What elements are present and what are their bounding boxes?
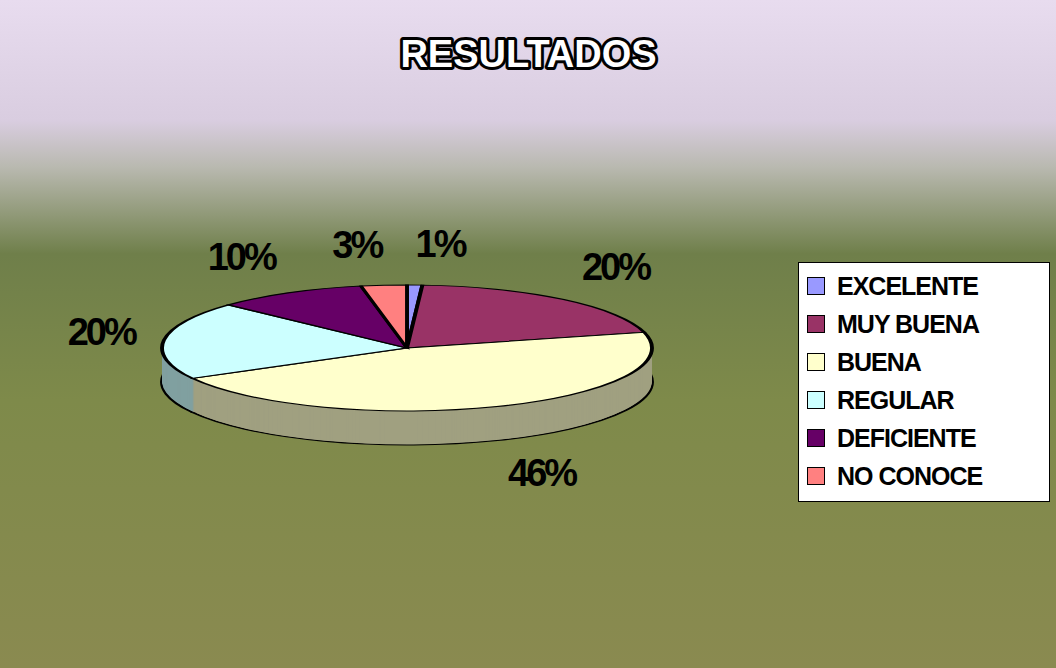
- html-text:BUENA: BUENA: [837, 347, 921, 376]
- svg-text:3%: 3%: [332, 224, 383, 266]
- html-text:MUY BUENA: MUY BUENA: [837, 309, 979, 338]
- svg-text:1%: 1%: [416, 223, 467, 265]
- svg-text:20%: 20%: [582, 246, 651, 288]
- html-text:REGULAR: REGULAR: [837, 385, 954, 414]
- html-text:NO CONOCE: NO CONOCE: [837, 461, 983, 490]
- svg-text:46%: 46%: [508, 452, 577, 494]
- svg-text:20%: 20%: [68, 311, 137, 353]
- html-text:DEFICIENTE: DEFICIENTE: [837, 423, 976, 452]
- svg-text:RESULTADOS: RESULTADOS: [400, 33, 656, 75]
- svg-text:10%: 10%: [208, 236, 277, 278]
- html-text:EXCELENTE: EXCELENTE: [837, 271, 978, 300]
